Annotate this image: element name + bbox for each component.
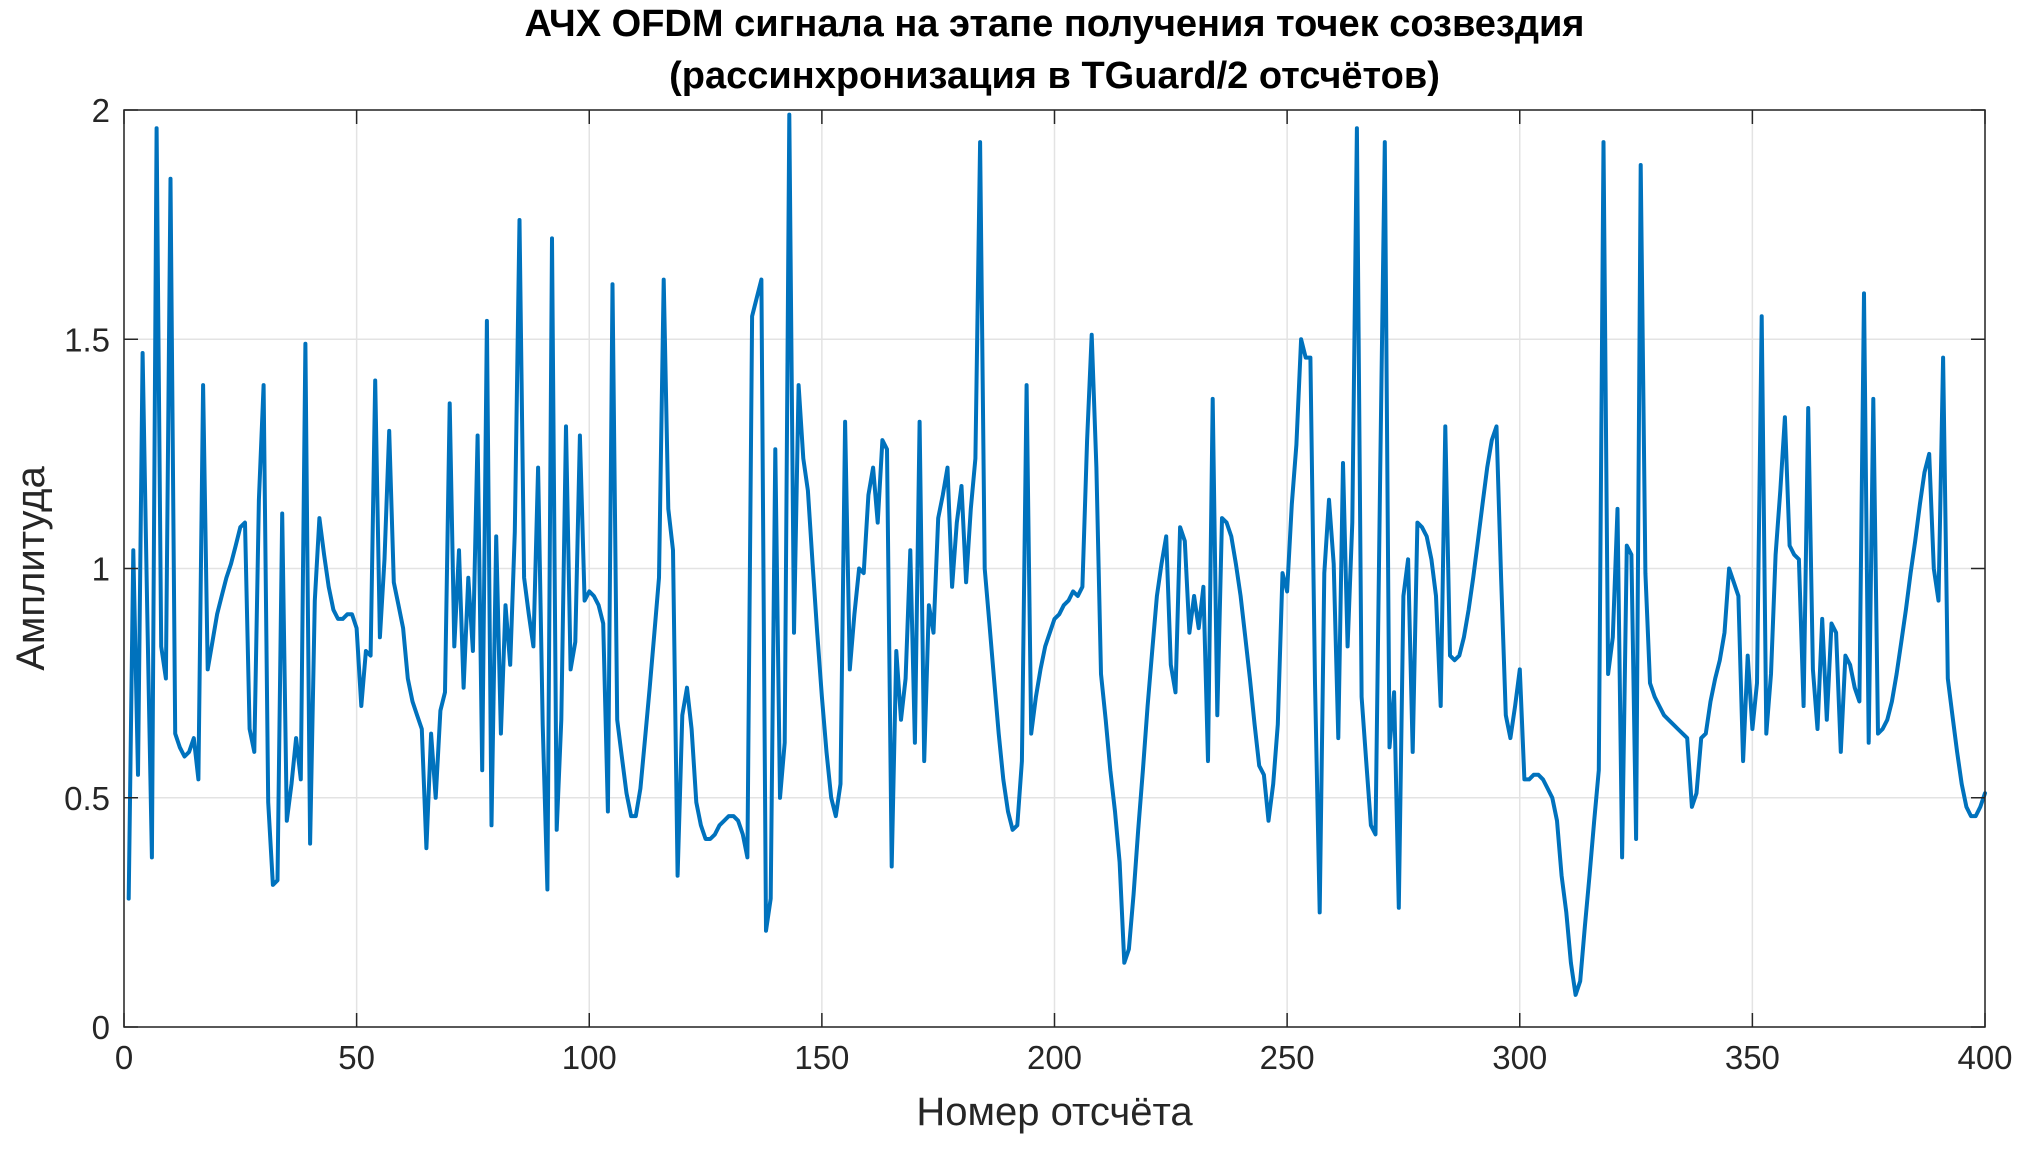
tick-labels: 0 50 100 150 200 250 300 350 400 0 0.5 1 1.5 2 [64,92,2012,1076]
x-tick-label: 300 [1492,1039,1547,1076]
x-tick-label: 400 [1957,1039,2012,1076]
y-tick-label: 1.5 [64,321,110,358]
series-layer [126,112,1987,997]
y-tick-label: 0.5 [64,780,110,817]
x-tick-label: 50 [338,1039,375,1076]
x-tick-label: 0 [115,1039,133,1076]
x-axis-label: Номер отсчёта [916,1090,1193,1134]
x-tick-label: 200 [1027,1039,1082,1076]
chart-title-line-1: АЧХ OFDM сигнала на этапе получения точе… [525,3,1585,45]
y-axis-label: Амплитуда [9,465,53,670]
series-line [126,112,1987,997]
x-tick-label: 100 [562,1039,617,1076]
y-tick-label: 0 [92,1009,110,1046]
x-tick-label: 350 [1725,1039,1780,1076]
y-tick-label: 2 [92,92,110,129]
tick-marks [123,109,1986,1028]
x-tick-label: 150 [794,1039,849,1076]
chart-title-line-2: (рассинхронизация в TGuard/2 отсчётов) [669,55,1440,97]
y-tick-label: 1 [92,551,110,588]
x-tick-label: 250 [1260,1039,1315,1076]
